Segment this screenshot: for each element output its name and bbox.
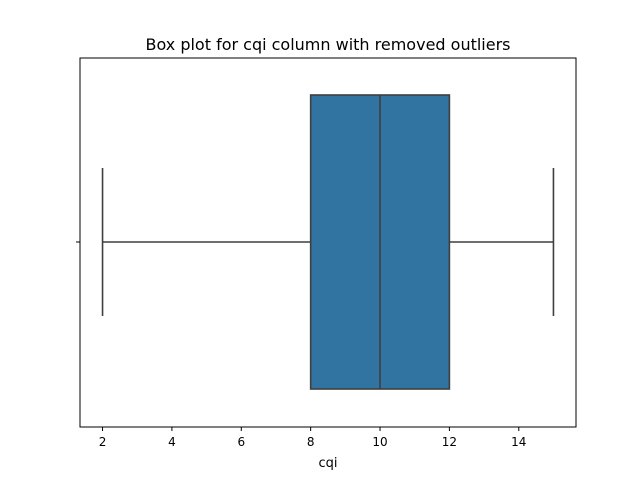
x-tick-label: 6 (237, 435, 245, 449)
x-tick-label: 12 (442, 435, 457, 449)
plot-area: 2 4 6 8 10 12 14 (76, 57, 577, 449)
x-tick-label: 10 (372, 435, 387, 449)
x-tick-label: 8 (307, 435, 315, 449)
chart-title: Box plot for cqi column with removed out… (145, 35, 510, 54)
x-axis-label: cqi (318, 456, 337, 471)
x-tick-label: 4 (168, 435, 176, 449)
x-tick-label: 2 (99, 435, 107, 449)
x-tick-label: 14 (511, 435, 526, 449)
